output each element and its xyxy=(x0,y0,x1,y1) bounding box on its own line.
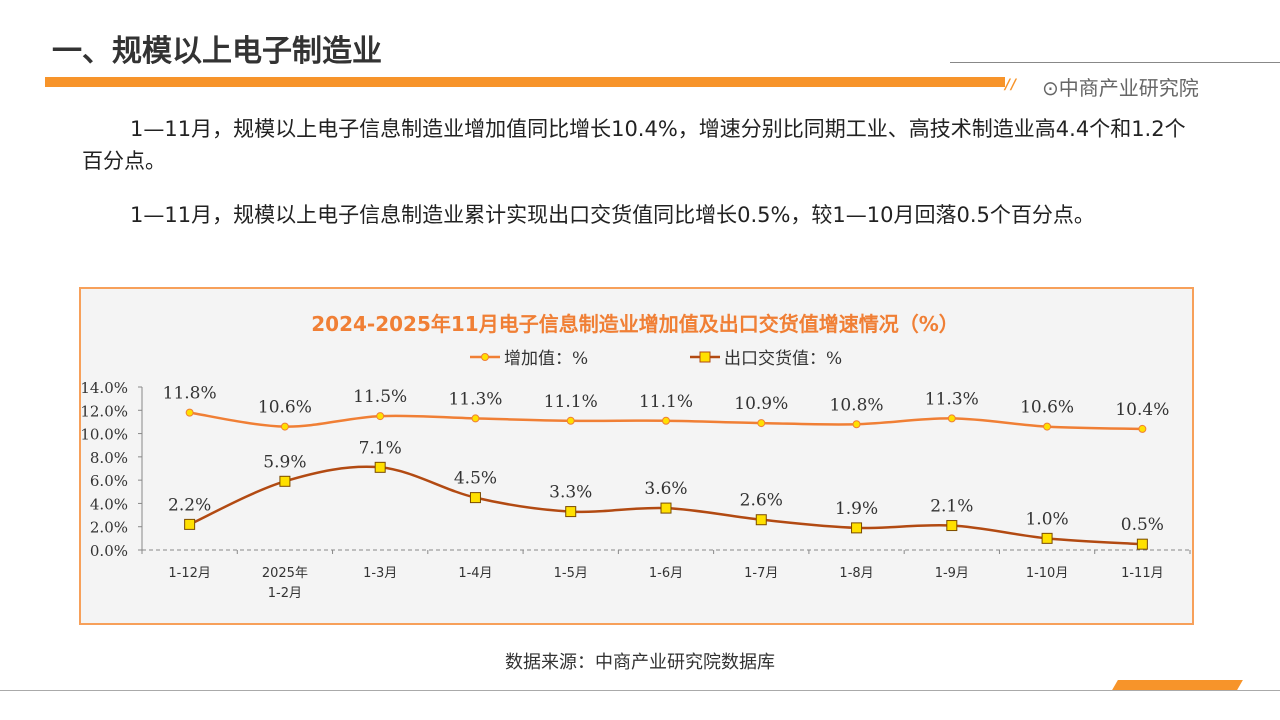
data-label: 11.8% xyxy=(163,384,217,404)
x-tick-label: 1-11月 xyxy=(1121,566,1164,581)
y-tick-label: 10.0% xyxy=(80,426,128,444)
y-tick-label: 12.0% xyxy=(80,402,128,420)
data-point xyxy=(660,502,672,514)
data-point xyxy=(376,412,385,421)
data-point xyxy=(755,514,767,526)
brand-logo: ⊙中商产业研究院 xyxy=(1042,76,1199,100)
data-point xyxy=(565,506,577,518)
x-tick-label: 1-3月 xyxy=(363,566,397,581)
x-tick-label: 1-7月 xyxy=(744,566,778,581)
data-label: 5.9% xyxy=(263,452,306,472)
data-label: 11.1% xyxy=(639,392,693,412)
chart-frame xyxy=(79,287,1194,625)
paragraph-1: 1—11月，规模以上电子信息制造业增加值同比增长10.4%，增速分别比同期工业、… xyxy=(82,117,1186,173)
data-label: 1.9% xyxy=(835,499,878,519)
y-tick-label: 14.0% xyxy=(80,379,128,397)
legend-marker-icon xyxy=(699,351,711,363)
data-point xyxy=(662,416,670,425)
y-tick-label: 4.0% xyxy=(90,495,128,513)
legend-label: 增加值：% xyxy=(504,349,588,369)
header-line xyxy=(950,62,1280,63)
chart-title: 2024-2025年11月电子信息制造业增加值及出口交货值增速情况（%） xyxy=(311,312,959,336)
data-point xyxy=(566,416,575,425)
data-point xyxy=(851,522,863,534)
data-point xyxy=(469,492,481,504)
data-label: 10.9% xyxy=(734,394,788,414)
x-tick-label: 1-6月 xyxy=(649,566,683,581)
data-label: 2.1% xyxy=(930,497,973,517)
legend-label: 出口交货值：% xyxy=(724,349,842,369)
data-label: 11.3% xyxy=(448,389,502,409)
data-label: 7.1% xyxy=(359,438,402,458)
data-source: 数据来源：中商产业研究院数据库 xyxy=(505,652,775,673)
data-point xyxy=(757,419,766,428)
data-point xyxy=(1041,532,1053,544)
x-tick-label: 1-8月 xyxy=(839,566,873,581)
data-label: 3.3% xyxy=(549,483,592,503)
data-label: 11.1% xyxy=(544,392,598,412)
data-point xyxy=(374,461,386,473)
x-tick-label: 1-2月 xyxy=(268,586,302,601)
data-label: 2.6% xyxy=(740,491,783,511)
slash-decoration-icon: / / xyxy=(1005,77,1016,93)
legend-marker-icon xyxy=(481,353,489,361)
x-tick-label: 1-4月 xyxy=(458,566,492,581)
data-point xyxy=(279,475,291,487)
data-label: 10.4% xyxy=(1115,400,1169,420)
x-tick-label: 1-9月 xyxy=(935,566,969,581)
y-tick-label: 8.0% xyxy=(90,449,128,467)
x-tick-label: 2025年 xyxy=(262,566,308,581)
data-label: 0.5% xyxy=(1121,515,1164,535)
data-label: 11.3% xyxy=(925,389,979,409)
data-point xyxy=(852,420,861,429)
data-label: 10.8% xyxy=(830,395,884,415)
data-label: 2.2% xyxy=(168,495,211,515)
data-label: 10.6% xyxy=(1020,398,1074,418)
footer-line xyxy=(0,690,1280,691)
data-label: 3.6% xyxy=(644,479,687,499)
data-point xyxy=(471,414,480,423)
data-point xyxy=(1136,538,1148,550)
paragraph-2: 1—11月，规模以上电子信息制造业累计实现出口交货值同比增长0.5%，较1—10… xyxy=(130,203,1095,227)
data-point xyxy=(1138,424,1147,433)
x-tick-label: 1-12月 xyxy=(168,566,211,581)
data-point xyxy=(946,520,958,532)
data-label: 11.5% xyxy=(353,387,407,407)
data-point xyxy=(185,408,194,417)
x-tick-label: 1-5月 xyxy=(554,566,588,581)
y-tick-label: 2.0% xyxy=(90,519,128,537)
data-label: 1.0% xyxy=(1025,509,1068,529)
header-bar xyxy=(45,77,1005,87)
footer-stripe xyxy=(1112,680,1243,690)
y-tick-label: 6.0% xyxy=(90,472,128,490)
data-point xyxy=(184,518,196,530)
x-tick-label: 1-10月 xyxy=(1026,566,1069,581)
data-point xyxy=(947,414,956,423)
data-label: 10.6% xyxy=(258,398,312,418)
data-point xyxy=(280,422,289,431)
data-point xyxy=(1043,422,1052,431)
page-title: 一、规模以上电子制造业 xyxy=(52,34,382,69)
y-tick-label: 0.0% xyxy=(90,542,128,560)
data-label: 4.5% xyxy=(454,469,497,489)
